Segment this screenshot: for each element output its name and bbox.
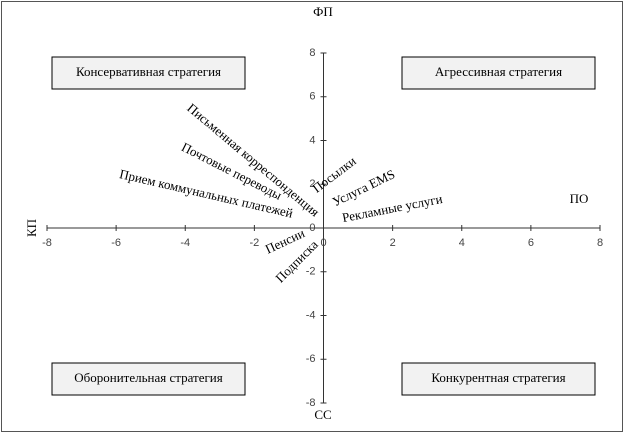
y-tick-label: -8 bbox=[306, 397, 316, 409]
quadrant-box bbox=[401, 56, 596, 90]
x-axis-label: СС bbox=[314, 407, 331, 422]
y-axis-label: КП bbox=[24, 219, 39, 237]
x-tick-label: 2 bbox=[390, 237, 396, 249]
y-tick-label: 8 bbox=[309, 47, 315, 59]
quadrant-box bbox=[51, 362, 246, 396]
y-tick-label: -6 bbox=[306, 353, 316, 365]
x-tick-label: -4 bbox=[180, 237, 190, 249]
quadrant-box bbox=[401, 362, 596, 396]
y-tick-label: 6 bbox=[309, 91, 315, 103]
top-label: ФП bbox=[313, 4, 333, 19]
quadrant-label: Консервативная стратегия bbox=[76, 64, 221, 79]
x-tick-label: 6 bbox=[528, 237, 534, 249]
quadrant-label: Конкурентная стратегия bbox=[431, 370, 565, 385]
y-tick-label: -4 bbox=[306, 309, 316, 321]
x-tick-label: 8 bbox=[597, 237, 603, 249]
y-tick-label: -2 bbox=[306, 266, 316, 278]
y-tick-label: 4 bbox=[309, 134, 315, 146]
x-tick-label: 0 bbox=[320, 237, 326, 249]
quadrant-label: Оборонительная стратегия bbox=[74, 370, 223, 385]
y-tick-label: 0 bbox=[309, 222, 315, 234]
x-tick-label: 4 bbox=[459, 237, 465, 249]
right-label: ПО bbox=[570, 191, 589, 206]
x-tick-label: -2 bbox=[249, 237, 259, 249]
quadrant-label: Агрессивная стратегия bbox=[435, 64, 562, 79]
y-tick-label: 2 bbox=[309, 178, 315, 190]
quadrant-box bbox=[51, 56, 246, 90]
x-tick-label: -8 bbox=[42, 237, 52, 249]
x-tick-label: -6 bbox=[111, 237, 121, 249]
